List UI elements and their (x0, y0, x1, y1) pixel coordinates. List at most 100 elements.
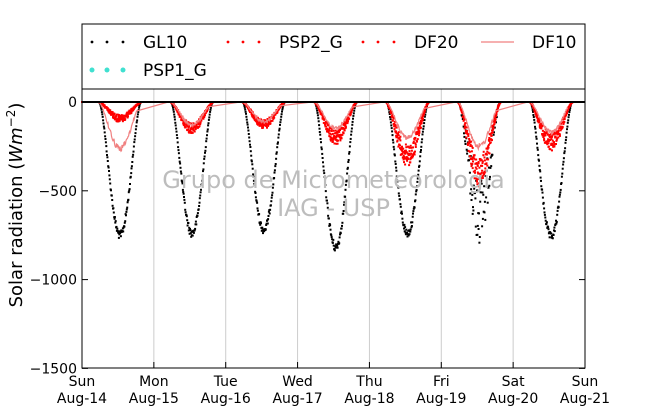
data-point (350, 130, 353, 133)
data-point (410, 149, 413, 152)
data-point (352, 112, 355, 115)
data-point (487, 151, 490, 154)
data-point (403, 227, 405, 230)
data-point (469, 141, 472, 144)
data-point (281, 110, 283, 113)
data-point (389, 116, 392, 118)
data-point (406, 235, 409, 238)
data-point (271, 191, 274, 194)
data-point (476, 163, 479, 166)
data-point (329, 228, 332, 231)
data-point (273, 177, 276, 179)
data-point (549, 139, 551, 141)
data-point (411, 221, 414, 224)
data-point (345, 119, 348, 122)
x-tick-label-day: Sun (572, 374, 599, 390)
data-point (247, 129, 250, 132)
data-point (205, 137, 208, 140)
data-point (495, 114, 497, 117)
data-point (549, 148, 552, 151)
data-point (408, 164, 411, 167)
data-point (132, 150, 135, 153)
data-point (560, 182, 563, 184)
data-point (416, 180, 419, 183)
data-point (336, 142, 339, 145)
data-point (281, 108, 284, 111)
data-point (325, 196, 328, 199)
data-point (421, 119, 424, 122)
data-point (394, 124, 397, 127)
data-point (108, 178, 111, 181)
data-point (202, 117, 205, 120)
data-point (561, 172, 564, 175)
data-point (269, 204, 272, 207)
data-point (473, 187, 476, 190)
data-point (326, 206, 329, 209)
data-point (481, 177, 484, 179)
data-point (421, 118, 424, 120)
data-point (342, 212, 345, 215)
data-point (468, 171, 471, 174)
data-point (276, 146, 279, 149)
x-tick-label-day: Mon (139, 374, 169, 390)
data-point (405, 151, 408, 154)
data-point (106, 156, 109, 159)
data-point (476, 178, 478, 181)
data-point (562, 157, 565, 160)
data-point (243, 104, 246, 107)
data-point (203, 157, 206, 160)
data-point (333, 142, 336, 145)
data-point (403, 161, 405, 164)
data-point (245, 118, 248, 121)
data-point (481, 217, 484, 220)
data-point (326, 121, 328, 124)
data-point (256, 201, 259, 204)
data-point (199, 121, 202, 124)
data-point (350, 108, 353, 111)
data-point (555, 219, 557, 222)
data-point (483, 200, 486, 203)
data-point (418, 164, 421, 167)
data-point (187, 128, 189, 131)
data-point (278, 129, 281, 132)
data-point (566, 112, 568, 115)
data-point (418, 130, 421, 133)
data-point (252, 179, 255, 182)
data-point (335, 131, 338, 134)
data-point (136, 119, 139, 122)
y-tick-label: −1000 (30, 273, 77, 289)
data-point (559, 191, 562, 194)
data-point (569, 107, 572, 109)
data-point (395, 126, 398, 129)
data-point (555, 222, 558, 225)
data-point (336, 246, 339, 249)
data-point (470, 145, 473, 148)
data-point (183, 124, 185, 126)
data-point (390, 124, 393, 127)
data-point (464, 143, 467, 145)
data-point (129, 111, 132, 114)
data-point (172, 110, 175, 113)
data-point (260, 122, 263, 125)
data-point (136, 115, 139, 118)
data-point (478, 166, 481, 169)
data-point (175, 134, 178, 137)
data-point (545, 222, 548, 225)
data-point (560, 175, 563, 178)
data-point (480, 171, 483, 174)
data-point (397, 137, 400, 140)
data-point (194, 227, 197, 230)
data-point (553, 131, 556, 134)
data-point (534, 127, 537, 130)
data-point (341, 224, 343, 227)
data-point (352, 117, 354, 120)
data-point (266, 219, 269, 222)
data-point (345, 121, 348, 124)
x-tick-label-day: Fri (433, 374, 450, 390)
data-point (561, 167, 564, 170)
data-point (195, 123, 198, 126)
data-point (205, 140, 208, 143)
data-point (561, 121, 564, 124)
data-point (109, 109, 112, 112)
data-point (254, 190, 257, 193)
